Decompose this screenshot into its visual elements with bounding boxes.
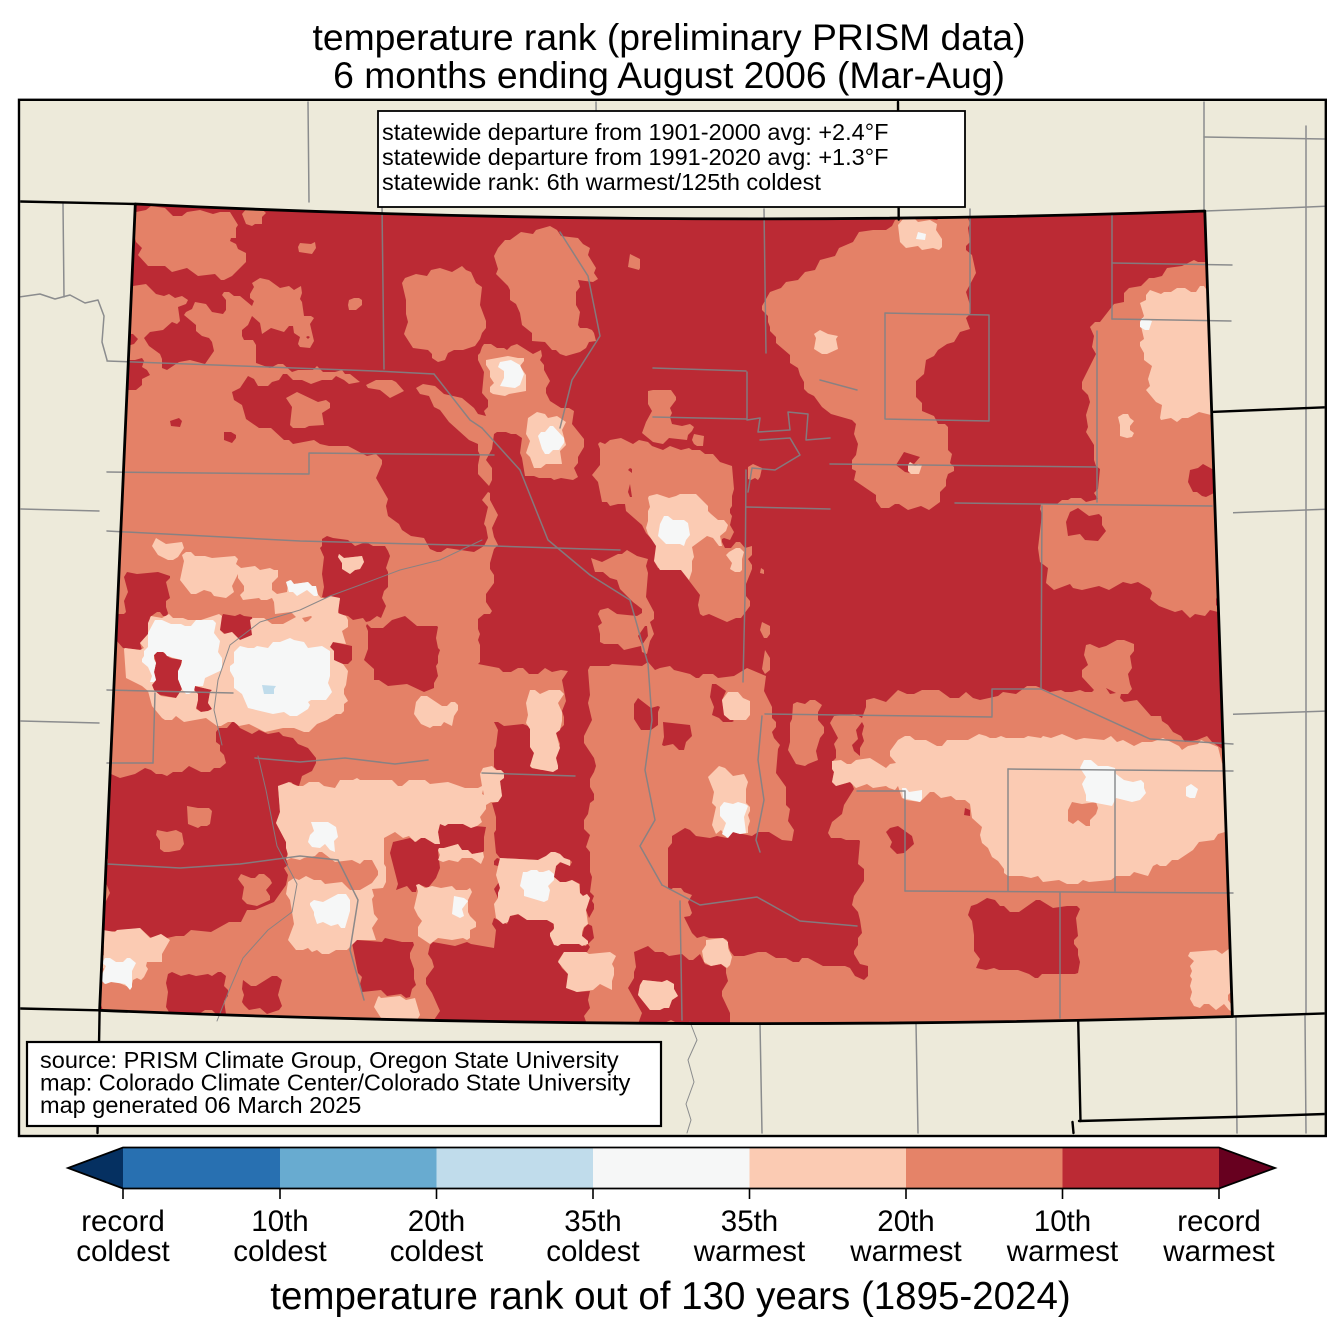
svg-text:source: PRISM Climate Group, O: source: PRISM Climate Group, Oregon Stat… [40,1047,619,1073]
svg-text:map generated 06 March 2025: map generated 06 March 2025 [40,1092,361,1118]
svg-text:record: record [81,1205,165,1238]
svg-text:statewide rank: 6th warmest/12: statewide rank: 6th warmest/125th coldes… [382,169,821,195]
svg-text:coldest: coldest [233,1235,326,1268]
svg-text:coldest: coldest [76,1235,169,1268]
svg-text:temperature rank out of 130 ye: temperature rank out of 130 years (1895-… [270,1275,1070,1318]
svg-text:warmest: warmest [693,1235,805,1268]
svg-text:map: Colorado Climate Center/C: map: Colorado Climate Center/Colorado St… [40,1070,631,1096]
svg-text:warmest: warmest [849,1235,961,1268]
svg-text:35th: 35th [721,1205,778,1238]
svg-text:10th: 10th [251,1205,308,1238]
svg-text:20th: 20th [877,1205,934,1238]
svg-text:warmest: warmest [1162,1235,1274,1268]
svg-text:35th: 35th [564,1205,621,1238]
svg-text:temperature rank (preliminary: temperature rank (preliminary PRISM data… [312,16,1025,58]
svg-text:statewide departure from 1991-: statewide departure from 1991-2020 avg: … [382,144,888,170]
svg-text:10th: 10th [1034,1205,1091,1238]
svg-text:20th: 20th [408,1205,465,1238]
svg-text:statewide departure from 1901-: statewide departure from 1901-2000 avg: … [382,119,888,145]
svg-text:warmest: warmest [1006,1235,1118,1268]
svg-text:record: record [1177,1205,1261,1238]
svg-text:6 months ending August 2006 (M: 6 months ending August 2006 (Mar-Aug) [333,54,1005,96]
svg-text:coldest: coldest [390,1235,483,1268]
svg-text:coldest: coldest [546,1235,639,1268]
